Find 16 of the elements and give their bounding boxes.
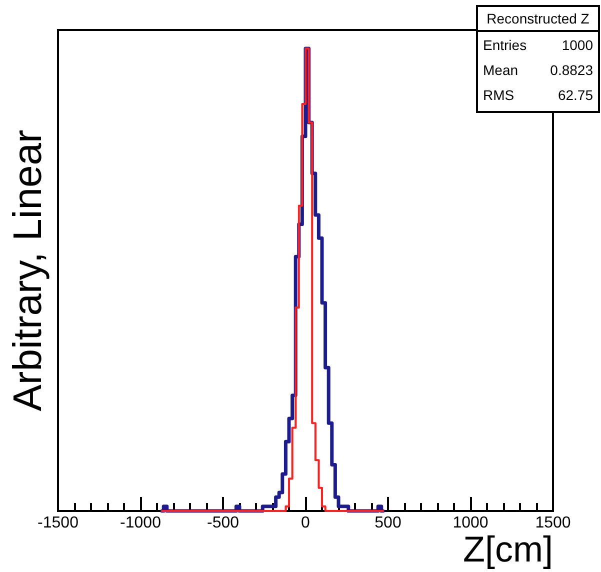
x-tick-label: 1000 xyxy=(452,514,488,532)
annotation: Entries xyxy=(483,37,527,53)
x-tick-label: -1500 xyxy=(38,514,79,532)
annotation: Mean xyxy=(483,62,518,78)
x-tick-label: 500 xyxy=(374,514,402,532)
text: 62.75 xyxy=(558,87,594,103)
x-tick-label: -500 xyxy=(206,514,240,532)
annotation: 0.8823 xyxy=(550,62,594,78)
text: 1000 xyxy=(562,37,594,53)
x-tick-label: 1500 xyxy=(535,514,571,532)
x-tick-label: 0 xyxy=(301,514,310,532)
y-axis-title: Arbitrary, Linear xyxy=(6,130,50,412)
annotation: RMS xyxy=(483,87,514,103)
x-axis-title: Z[cm] xyxy=(463,528,553,570)
x-tick-label: -1000 xyxy=(120,514,162,532)
text: Reconstructed Z xyxy=(486,10,590,26)
